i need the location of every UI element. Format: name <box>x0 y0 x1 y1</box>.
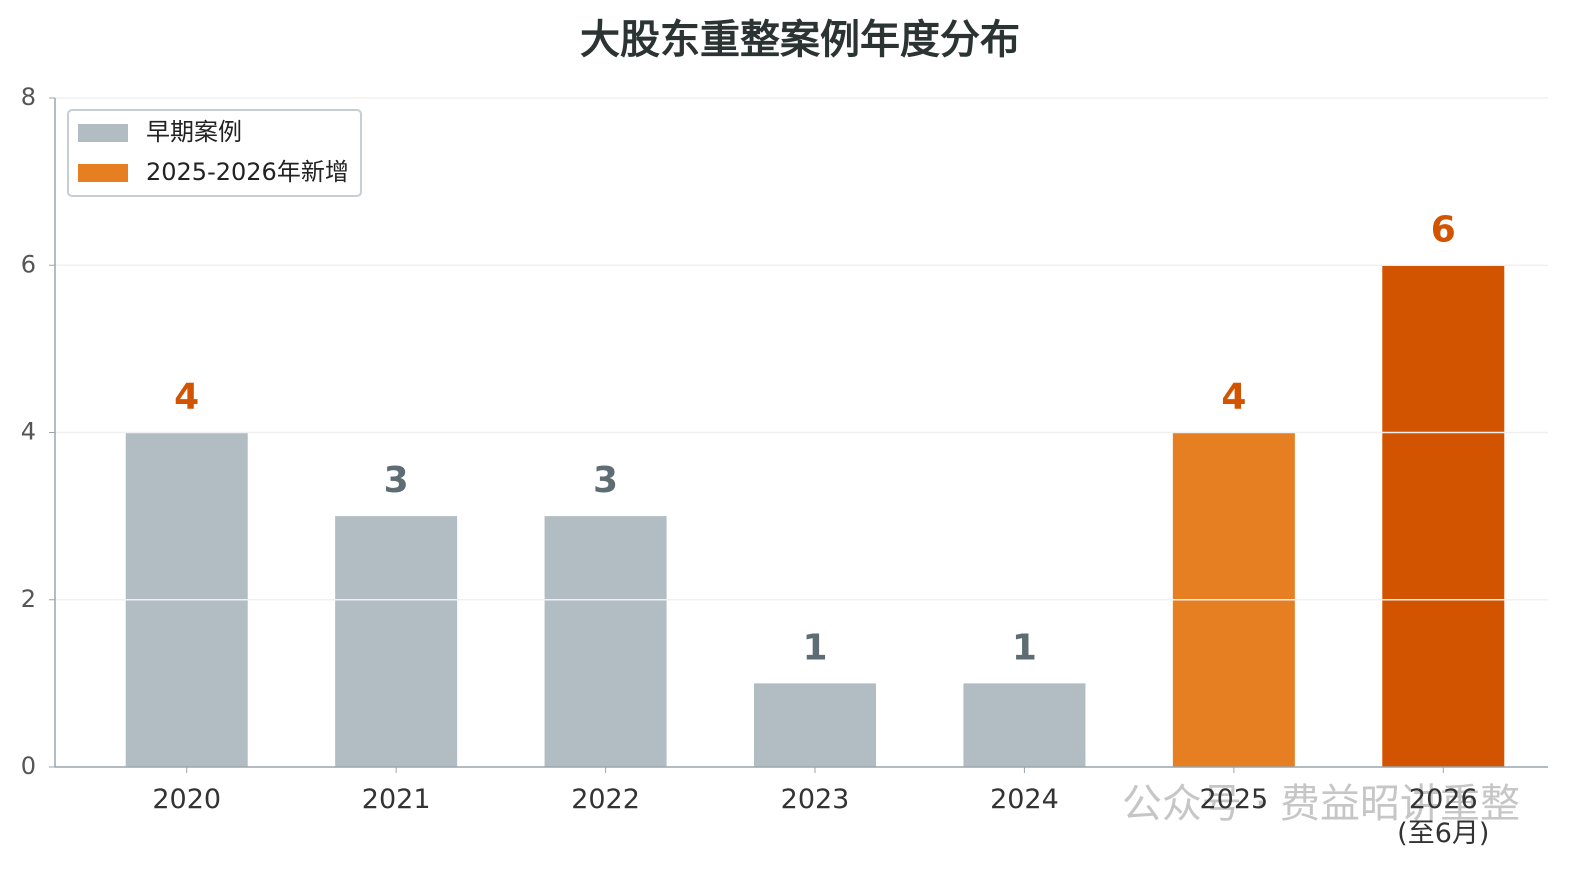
legend-label: 早期案例 <box>146 118 242 146</box>
legend-swatch <box>78 164 128 182</box>
x-tick-label: 2020 <box>152 784 222 815</box>
x-tick-label: 2021 <box>361 784 431 815</box>
y-tick-label: 4 <box>21 418 36 446</box>
value-label: 3 <box>384 460 409 501</box>
y-tick-label: 0 <box>21 752 36 780</box>
y-tick-label: 8 <box>21 83 36 111</box>
value-label: 4 <box>1221 377 1246 418</box>
y-tick-label: 6 <box>21 250 36 278</box>
legend-swatch <box>78 124 128 142</box>
bar <box>1382 265 1505 767</box>
y-tick-label: 2 <box>21 585 36 613</box>
bar <box>544 516 667 767</box>
bar <box>963 683 1086 767</box>
chart-title: 大股东重整案例年度分布 <box>580 17 1020 63</box>
value-label: 1 <box>1012 627 1037 668</box>
bar <box>335 516 458 767</box>
value-label: 1 <box>802 627 827 668</box>
x-tick-label: 2023 <box>780 784 850 815</box>
bar <box>754 683 876 767</box>
watermark: 公众号 · 费益昭讲重整 <box>1122 781 1520 827</box>
x-tick-label: 2024 <box>990 784 1059 815</box>
value-label: 4 <box>174 377 199 418</box>
legend-label: 2025-2026年新增 <box>146 158 349 186</box>
x-tick-label: 2025 <box>1199 784 1269 815</box>
x-tick-label: 2022 <box>571 784 640 815</box>
value-label: 6 <box>1431 209 1456 250</box>
x-tick-label: 2026 (至6月) <box>1397 784 1490 849</box>
legend-box <box>67 109 362 197</box>
value-label: 3 <box>593 460 618 501</box>
